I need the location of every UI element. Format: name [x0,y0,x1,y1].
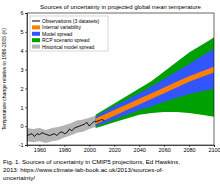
y-tick-mark [25,145,27,146]
area-band [96,38,214,129]
legend-label: Historical model spread [42,44,94,50]
chart: 1960 1980 2000 2020 2040 2060 2080 2100 -1 0 1 2 3 4 5… [0,0,220,188]
y-tick-mark [25,88,27,89]
y-tick-mark [25,32,27,33]
x-tick: 2100 [208,145,220,153]
x-axis: 1960 1980 2000 2020 2040 2060 2080 2100 [28,145,220,153]
plot-area: 1960 1980 2000 2020 2040 2060 2080 2100 -1 0 1 2 3 4 5… [19,10,220,153]
x-tick-label: 2040 [134,147,146,153]
y-tick-label: 1 [20,105,23,111]
legend-entry: Model spread [32,31,73,37]
x-tick: 2060 [159,145,171,153]
y-tick-label: 0 [20,123,23,129]
x-tick-label: 2000 [84,147,96,153]
x-tick: 2000 [84,145,96,153]
marks [27,38,214,144]
legend-swatch [32,25,40,29]
x-tick: 2040 [134,145,146,153]
y-tick-mark [25,51,27,52]
x-tick: 2080 [183,145,195,153]
area-band [96,67,214,125]
y-tick: 2 [20,86,27,92]
caption: uncertainty/ [3,174,35,181]
legend-box [30,16,108,51]
x-tick: 2020 [109,145,121,153]
legend-swatch [32,21,40,22]
x-tick: 1960 [34,145,46,153]
legend-label: Internal variability [42,24,81,30]
y-tick: 5 [20,29,27,35]
legend-label: Observations (3 datasets) [42,18,100,24]
legend-swatch [32,32,40,36]
caption: Fig. 1. Sources of uncertainty in CMIP5 … [3,158,180,165]
y-axis: -1 0 1 2 3 4 5 6 [19,10,28,148]
caption: 2013: https://www.climate-lab-book.ac.uk… [3,166,164,173]
legend-entry: Historical model spread [32,44,94,50]
area-band [96,49,214,126]
y-tick: 6 [20,10,27,16]
y-tick-label: 4 [20,48,23,54]
y-tick: 1 [20,105,27,111]
y-tick: 4 [20,48,27,54]
legend-swatch [32,45,40,49]
y-tick-label: 6 [20,10,23,16]
y-tick: -1 [19,142,27,148]
title: Sources of uncertainty in projected glob… [40,4,201,10]
y-tick-mark [25,126,27,127]
x-tick-label: 1960 [34,147,46,153]
x-tick-label: 2020 [109,147,121,153]
y-axis-line [25,14,28,146]
area-band [27,116,96,143]
y-tick-label: 5 [20,29,23,35]
y-tick-mark [25,13,27,14]
x-tick-label: 2060 [159,147,171,153]
y-tick-mark [25,107,27,108]
legend-swatch [32,38,40,42]
y-tick-mark [25,70,27,71]
legend-entry: Observations (3 datasets) [32,18,100,24]
legend-label: RCP scenario spread [42,37,90,43]
legend-entry: RCP scenario spread [32,37,90,43]
plot-frame [27,13,214,145]
x-tick: 1980 [59,145,71,153]
x-tick-label: 2100 [208,147,220,153]
y-tick-label: 2 [20,86,23,92]
legend-entry: Internal variability [32,24,81,30]
legend: Observations (3 datasets)Internal variab… [30,16,108,51]
y-tick: 3 [20,67,27,73]
y-axis-label: Temperature change relative to 1986-2005… [1,28,7,131]
y-tick-label: -1 [19,142,24,148]
legend-label: Model spread [42,31,73,37]
y-tick: 0 [20,123,27,129]
x-tick-label: 2080 [183,147,195,153]
y-tick-label: 3 [20,67,23,73]
line [27,120,104,137]
x-tick-label: 1980 [59,147,71,153]
